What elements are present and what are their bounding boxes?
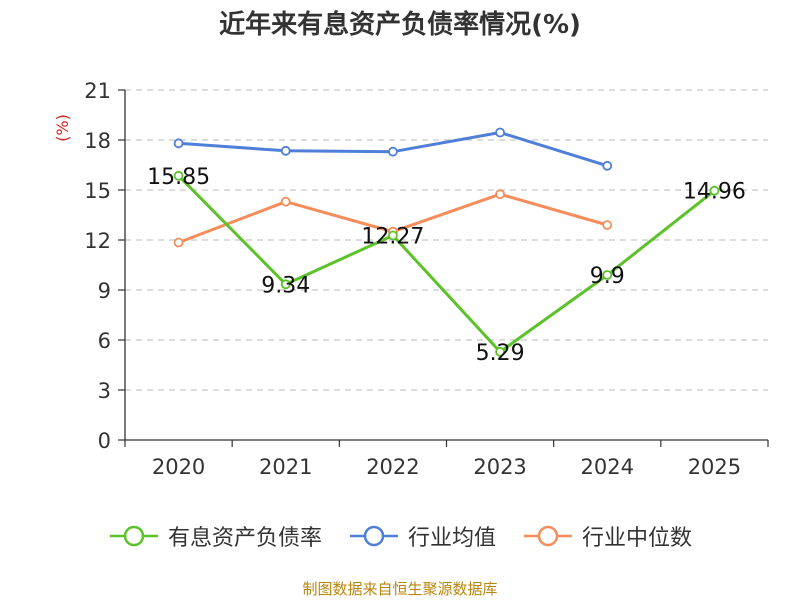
legend-marker-icon bbox=[109, 525, 158, 547]
label-layer: 15.85 9.34 12.27 5.29 9.9 14.96 bbox=[147, 165, 746, 366]
legend: 有息资产负债率 行业均值 行业中位数 bbox=[0, 520, 800, 552]
y-tick-label: 0 bbox=[98, 429, 111, 453]
y-axis-title: (%) bbox=[53, 114, 72, 142]
data-point bbox=[173, 237, 184, 248]
data-point bbox=[495, 346, 505, 357]
data-point bbox=[602, 160, 613, 171]
legend-marker-icon bbox=[524, 525, 572, 547]
axis-layer: 0 3 6 9 12 15 18 21 2020 2021 2022 2023 2024 2025 (%) bbox=[53, 79, 769, 479]
y-tick-label: 3 bbox=[98, 379, 111, 403]
data-point bbox=[280, 279, 291, 290]
data-label: 9.34 bbox=[261, 273, 310, 298]
data-point bbox=[602, 270, 613, 280]
data-point bbox=[280, 145, 291, 156]
legend-circle bbox=[537, 525, 559, 547]
y-tick-label: 6 bbox=[98, 329, 111, 353]
data-point bbox=[388, 230, 398, 241]
legend-item[interactable]: 行业中位数 bbox=[522, 520, 692, 552]
data-point bbox=[709, 185, 720, 196]
data-point bbox=[173, 138, 184, 149]
legend-label: 有息资产负债率 bbox=[167, 526, 322, 551]
data-label: 14.96 bbox=[683, 180, 746, 205]
chart-title: 近年来有息资产负债率情况(%) bbox=[219, 10, 581, 40]
legend-circle bbox=[123, 525, 145, 547]
legend-item[interactable]: 行业均值 bbox=[348, 520, 496, 552]
legend-circle bbox=[363, 525, 385, 547]
data-point bbox=[388, 146, 398, 157]
legend-item[interactable]: 有息资产负债率 bbox=[108, 520, 322, 552]
data-point bbox=[495, 189, 505, 200]
y-tick-label: 9 bbox=[98, 279, 111, 303]
data-point bbox=[602, 220, 613, 230]
grid-layer bbox=[125, 89, 768, 391]
data-label: 15.85 bbox=[147, 165, 210, 190]
source-note: 制图数据来自恒生聚源数据库 bbox=[302, 580, 498, 598]
legend-label: 行业中位数 bbox=[582, 526, 693, 551]
series-line bbox=[177, 174, 716, 354]
x-tick-label: 2023 bbox=[473, 455, 526, 479]
y-tick-label: 21 bbox=[84, 79, 111, 103]
data-point bbox=[173, 170, 184, 181]
x-tick-label: 2021 bbox=[259, 455, 312, 479]
y-tick-label: 15 bbox=[84, 179, 111, 203]
legend-marker-icon bbox=[349, 525, 398, 547]
x-tick-label: 2022 bbox=[366, 455, 419, 479]
y-tick-label: 12 bbox=[84, 229, 111, 253]
data-label: 5.29 bbox=[476, 341, 525, 366]
data-point bbox=[280, 196, 291, 207]
x-tick-label: 2024 bbox=[581, 455, 634, 479]
y-tick-label: 18 bbox=[84, 129, 111, 153]
data-label: 9.9 bbox=[590, 264, 625, 289]
data-point bbox=[495, 127, 505, 138]
series-layer bbox=[173, 127, 720, 357]
data-label: 12.27 bbox=[361, 225, 424, 250]
x-tick-label: 2025 bbox=[688, 455, 741, 479]
legend-label: 行业均值 bbox=[407, 526, 496, 551]
x-tick-label: 2020 bbox=[152, 455, 205, 479]
